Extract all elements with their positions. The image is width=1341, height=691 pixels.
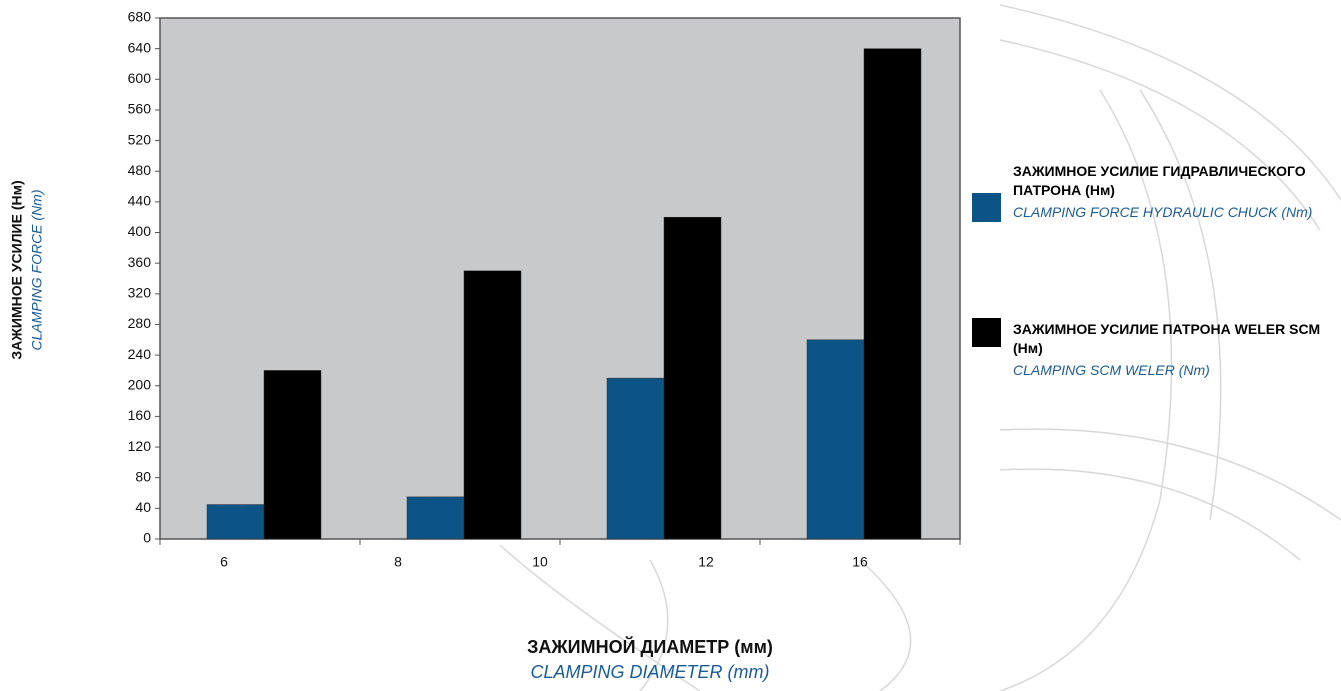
y-tick-label: 440 bbox=[128, 193, 152, 209]
bar bbox=[263, 370, 322, 540]
legend-entry: ЗАЖИМНОЕ УСИЛИЕ ПАТРОНА WELER SCM (Нм) C… bbox=[1013, 320, 1335, 383]
x-tick-label: 8 bbox=[394, 554, 402, 570]
y-tick-label: 520 bbox=[128, 131, 152, 147]
bar bbox=[606, 377, 665, 540]
bar bbox=[463, 270, 522, 540]
bar bbox=[206, 504, 265, 540]
y-tick-label: 80 bbox=[135, 468, 151, 484]
y-tick-label: 640 bbox=[128, 39, 152, 55]
bar bbox=[406, 496, 465, 540]
y-tick-label: 0 bbox=[143, 530, 151, 546]
bar bbox=[663, 216, 722, 540]
y-tick-label: 680 bbox=[128, 9, 152, 25]
y-axis-title: ЗАЖИМНОЕ УСИЛИЕ (Нм) bbox=[9, 180, 25, 359]
y-tick-label: 240 bbox=[128, 346, 152, 362]
y-tick-label: 560 bbox=[128, 101, 152, 117]
y-tick-label: 360 bbox=[128, 254, 152, 270]
bar bbox=[863, 48, 922, 540]
x-tick-label: 12 bbox=[698, 554, 714, 570]
y-axis-title-en: CLAMPING FORCE (Nm) bbox=[29, 190, 45, 351]
y-tick-label: 600 bbox=[128, 70, 152, 86]
legend-entry: ЗАЖИМНОЕ УСИЛИЕ ГИДРАВЛИЧЕСКОГО ПАТРОНА … bbox=[1013, 162, 1335, 225]
x-tick-label: 16 bbox=[852, 554, 868, 570]
y-tick-label: 320 bbox=[128, 285, 152, 301]
x-axis-title: ЗАЖИМНОЙ ДИАМЕТР (мм) bbox=[527, 636, 773, 657]
bar bbox=[806, 339, 865, 540]
background-decoration bbox=[499, 4, 1341, 691]
legend-label: ЗАЖИМНОЕ УСИЛИЕ ГИДРАВЛИЧЕСКОГО ПАТРОНА … bbox=[1013, 163, 1306, 198]
y-tick-label: 400 bbox=[128, 223, 152, 239]
legend-label-en: CLAMPING SCM WELER (Nm) bbox=[1013, 362, 1210, 378]
y-tick-label: 40 bbox=[135, 499, 151, 515]
y-tick-label: 200 bbox=[128, 376, 152, 392]
legend-swatch bbox=[972, 193, 1001, 222]
x-tick-label: 6 bbox=[220, 554, 228, 570]
legend-swatch bbox=[972, 318, 1001, 347]
x-axis-title-en: CLAMPING DIAMETER (mm) bbox=[530, 662, 769, 682]
y-tick-label: 160 bbox=[128, 407, 152, 423]
y-tick-label: 480 bbox=[128, 162, 152, 178]
legend-label-en: CLAMPING FORCE HYDRAULIC CHUCK (Nm) bbox=[1013, 204, 1313, 220]
y-tick-label: 280 bbox=[128, 315, 152, 331]
x-tick-label: 10 bbox=[532, 554, 548, 570]
legend-label: ЗАЖИМНОЕ УСИЛИЕ ПАТРОНА WELER SCM (Нм) bbox=[1013, 321, 1321, 356]
y-tick-label: 120 bbox=[128, 438, 152, 454]
